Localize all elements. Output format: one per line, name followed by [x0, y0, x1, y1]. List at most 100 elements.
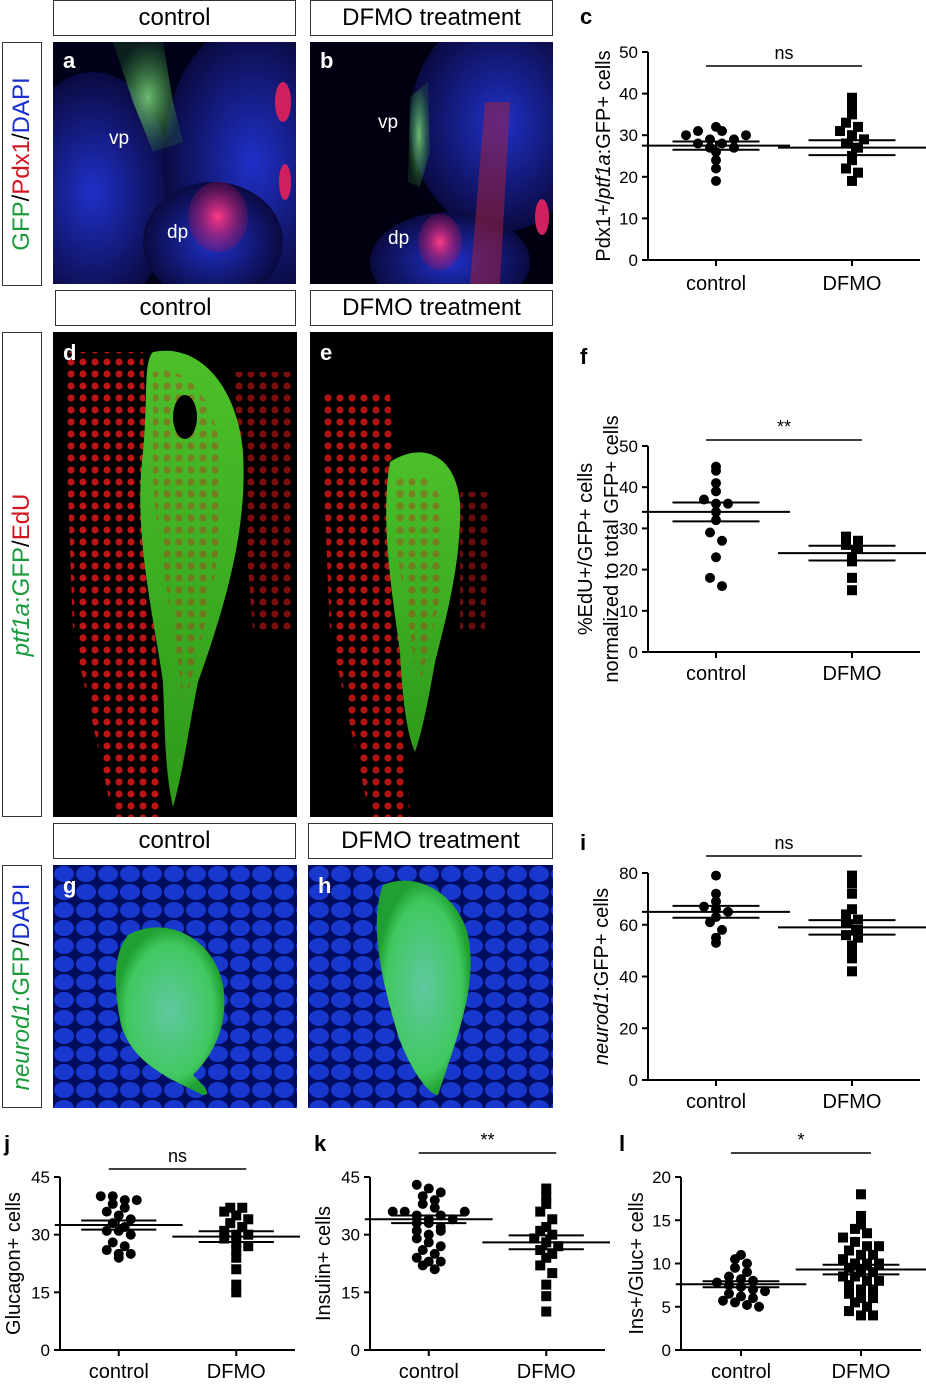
micrograph-d: d	[53, 332, 297, 817]
data-point	[429, 1264, 440, 1275]
data-point	[853, 924, 863, 935]
data-point	[742, 1267, 752, 1278]
label-dapi: DAPI	[8, 77, 35, 134]
data-point	[243, 1229, 254, 1240]
data-point	[868, 1267, 878, 1278]
data-point	[717, 581, 727, 592]
x-tick-label: DFMO	[823, 663, 882, 685]
data-point	[853, 121, 863, 132]
data-point	[853, 932, 863, 943]
data-point	[847, 155, 857, 166]
header-row3-control: control	[53, 823, 296, 859]
significance-label: **	[480, 1130, 494, 1150]
data-point	[742, 1300, 752, 1311]
y-tick-label: 40	[619, 968, 638, 987]
data-point	[535, 1225, 546, 1236]
data-point	[847, 870, 857, 881]
data-point	[711, 465, 721, 476]
y-tick-label: 30	[619, 126, 638, 145]
y-axis-label: %EdU+/GFP+ cells	[575, 463, 597, 635]
data-point	[711, 552, 721, 563]
data-point	[541, 1198, 552, 1209]
x-tick-label: control	[711, 1361, 771, 1383]
header-row3-dfmo: DFMO treatment	[308, 823, 553, 859]
x-tick-label: control	[89, 1361, 149, 1383]
data-point	[231, 1210, 242, 1221]
data-point	[417, 1198, 428, 1209]
data-point	[841, 117, 851, 128]
label-sep: /	[8, 539, 35, 547]
data-point	[724, 1288, 734, 1299]
data-point	[760, 1286, 770, 1297]
data-point	[730, 1262, 740, 1273]
data-point	[231, 1245, 242, 1256]
data-point	[417, 1245, 428, 1256]
header-row2-dfmo: DFMO treatment	[310, 290, 553, 326]
data-point	[553, 1241, 564, 1252]
data-point	[107, 1237, 118, 1248]
data-point	[847, 888, 857, 899]
data-point	[705, 572, 715, 583]
data-point	[535, 1206, 546, 1217]
micrograph-b: b vp dp	[310, 42, 553, 284]
data-point	[541, 1191, 552, 1202]
y-tick-label: 0	[629, 643, 638, 662]
data-point	[119, 1241, 130, 1252]
data-point	[387, 1206, 398, 1217]
x-tick-label: control	[686, 273, 746, 295]
label-dapi: DAPI	[8, 883, 35, 940]
data-point	[856, 1210, 866, 1221]
data-point	[231, 1287, 242, 1298]
data-point	[847, 101, 857, 112]
data-point	[718, 1295, 728, 1306]
data-point	[113, 1225, 124, 1236]
data-point	[705, 917, 715, 928]
micrograph-a-image	[53, 42, 296, 284]
x-tick-label: control	[399, 1361, 459, 1383]
data-point	[711, 478, 721, 489]
data-point	[847, 92, 857, 103]
data-point	[844, 1288, 854, 1299]
header-row1-control: control	[53, 0, 296, 36]
data-point	[847, 953, 857, 964]
data-point	[741, 130, 751, 141]
header-row1-dfmo: DFMO treatment	[310, 0, 553, 36]
data-point	[862, 1228, 872, 1239]
data-point	[847, 572, 857, 583]
chart-l: l 0 5 10 15 20 control DFMO Ins+/Gluc+ cells *	[619, 1130, 926, 1383]
panel-letter-g: g	[63, 873, 77, 898]
data-point	[841, 909, 851, 920]
y-tick-label: 10	[619, 209, 638, 228]
data-point	[547, 1268, 558, 1279]
data-point	[231, 1252, 242, 1263]
data-point	[862, 1258, 872, 1269]
y-axis-label-part: :GFP+ cells	[591, 888, 613, 992]
micrograph-e-image	[310, 332, 553, 817]
data-point	[856, 1189, 866, 1200]
data-point	[435, 1256, 446, 1267]
x-tick-label: DFMO	[517, 1361, 576, 1383]
y-axis-label-part: :GFP+ cells	[593, 50, 615, 154]
y-axis-label-part: ptf1a	[593, 154, 615, 199]
data-point	[850, 1297, 860, 1308]
data-point	[411, 1252, 422, 1263]
chart-k: k 0 15 30 45 control DFMO Insulin+ cells **	[313, 1130, 610, 1383]
data-point	[844, 1262, 854, 1273]
y-tick-label: 15	[652, 1211, 671, 1230]
data-point	[541, 1306, 552, 1317]
data-point	[847, 130, 857, 141]
data-point	[754, 1301, 764, 1312]
y-tick-label: 40	[619, 85, 638, 104]
data-point	[841, 163, 851, 174]
data-point	[835, 126, 845, 137]
data-point	[847, 904, 857, 915]
y-tick-label: 0	[662, 1341, 671, 1360]
data-point	[423, 1237, 434, 1248]
data-point	[847, 878, 857, 889]
data-point	[429, 1248, 440, 1259]
data-point	[844, 1306, 854, 1317]
data-point	[853, 535, 863, 546]
data-point	[435, 1187, 446, 1198]
data-point	[417, 1191, 428, 1202]
data-point	[730, 1254, 740, 1265]
